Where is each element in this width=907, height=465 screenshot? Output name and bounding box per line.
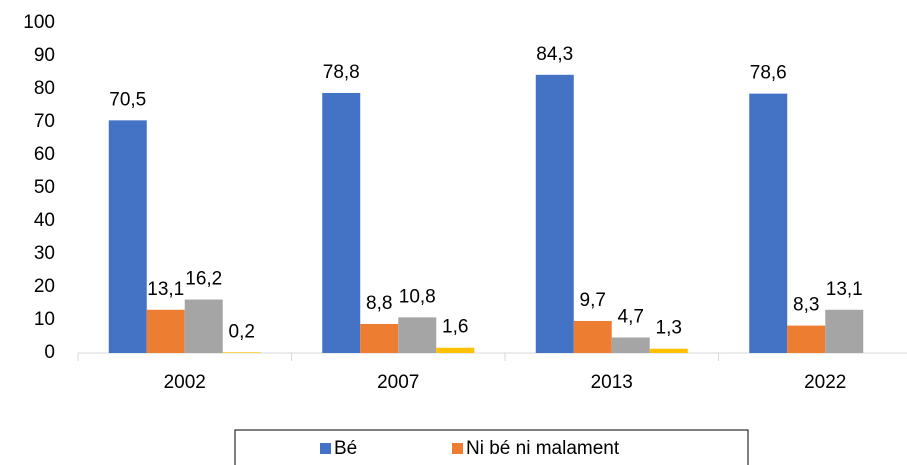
- y-tick-label: 50: [34, 177, 55, 198]
- bar: [611, 337, 650, 353]
- y-tick-label: 10: [34, 309, 55, 330]
- x-tick-label: 2022: [804, 372, 846, 393]
- bar: [322, 92, 361, 354]
- data-label: 1,6: [442, 317, 468, 338]
- bar: [222, 352, 261, 353]
- y-tick-label: 0: [44, 342, 55, 363]
- bar: [535, 74, 574, 353]
- bar: [398, 317, 437, 353]
- y-tick-label: 90: [34, 45, 55, 66]
- data-label: 9,7: [580, 290, 606, 311]
- data-label: 10,8: [399, 286, 436, 307]
- legend-swatch: [320, 443, 331, 454]
- y-tick-label: 30: [34, 243, 55, 264]
- bar: [108, 120, 147, 353]
- data-label: 13,1: [826, 279, 863, 300]
- legend-box: [234, 429, 749, 465]
- data-label: 84,3: [536, 44, 573, 65]
- x-tick-label: 2007: [377, 372, 419, 393]
- y-tick-label: 80: [34, 78, 55, 99]
- y-tick-label: 20: [34, 276, 55, 297]
- bar: [146, 309, 185, 353]
- bar: [749, 93, 788, 354]
- data-label: 78,8: [323, 62, 360, 83]
- bar: [184, 299, 223, 353]
- x-tick-label: 2013: [591, 372, 633, 393]
- data-label: 13,1: [147, 279, 184, 300]
- bar: [436, 347, 475, 353]
- legend-label: Bé: [334, 438, 357, 459]
- data-label: 78,6: [750, 63, 787, 84]
- bar: [573, 320, 612, 353]
- y-tick-label: 40: [34, 210, 55, 231]
- y-tick-label: 100: [23, 12, 55, 33]
- bar: [360, 323, 399, 353]
- data-label: 0,2: [229, 321, 255, 342]
- y-tick-label: 70: [34, 111, 55, 132]
- legend-swatch: [452, 443, 463, 454]
- data-label: 8,8: [366, 293, 392, 314]
- data-label: 4,7: [618, 307, 644, 328]
- data-label: 16,2: [185, 269, 222, 290]
- bar: [649, 348, 688, 353]
- x-tick-label: 2002: [164, 372, 206, 393]
- bar: [825, 309, 864, 353]
- data-label: 1,3: [656, 318, 682, 339]
- data-label: 8,3: [793, 295, 819, 316]
- legend-label: Ni bé ni malament: [466, 438, 620, 459]
- bar: [787, 325, 826, 353]
- y-tick-label: 60: [34, 144, 55, 165]
- data-label: 70,5: [109, 89, 146, 110]
